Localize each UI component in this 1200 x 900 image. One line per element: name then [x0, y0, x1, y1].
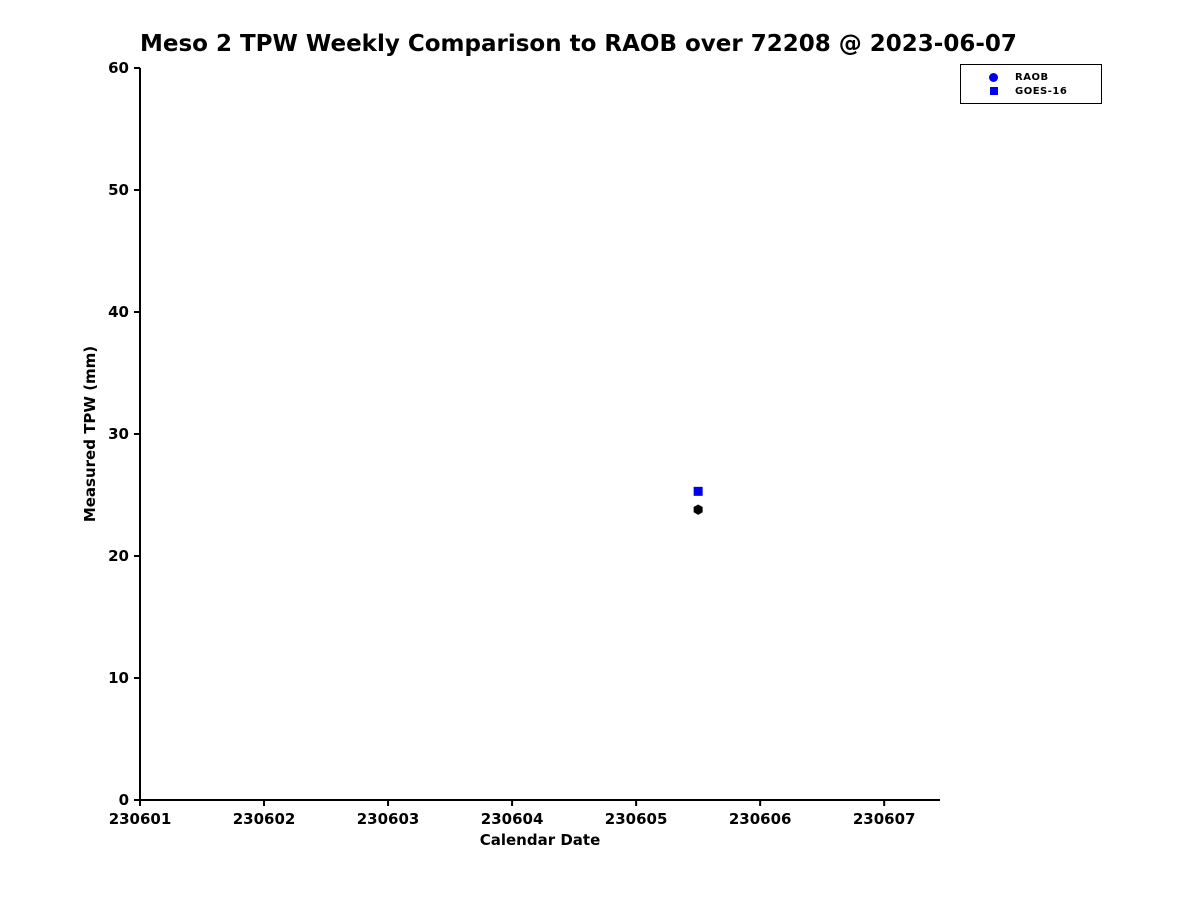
legend-item-raob: RAOB	[961, 70, 1101, 84]
y-tick-label: 60	[108, 59, 129, 77]
x-tick-label: 230602	[233, 810, 296, 828]
legend-label-raob: RAOB	[1015, 71, 1049, 83]
data-point-goes-16	[693, 486, 703, 496]
legend-label-goes16: GOES-16	[1015, 85, 1068, 97]
x-axis-label: Calendar Date	[479, 831, 601, 849]
y-tick-label: 20	[108, 547, 129, 565]
chart-title: Meso 2 TPW Weekly Comparison to RAOB ove…	[140, 31, 1017, 57]
legend-item-goes16: GOES-16	[961, 84, 1101, 98]
legend: RAOB GOES-16	[960, 64, 1102, 104]
x-tick-label: 230604	[481, 810, 544, 828]
y-tick-label: 10	[108, 669, 129, 687]
y-tick-label: 40	[108, 303, 129, 321]
x-tick-label: 230601	[109, 810, 172, 828]
data-point-raob	[693, 504, 703, 515]
raob-circle-marker-icon	[989, 72, 998, 82]
x-tick-label: 230606	[729, 810, 792, 828]
x-tick-label: 230607	[853, 810, 916, 828]
y-tick-label: 0	[119, 791, 129, 809]
y-tick-label: 50	[108, 181, 129, 199]
y-tick-label: 30	[108, 425, 129, 443]
goes16-square-marker-icon	[990, 87, 998, 95]
x-tick-label: 230603	[357, 810, 420, 828]
x-tick-label: 230605	[605, 810, 668, 828]
